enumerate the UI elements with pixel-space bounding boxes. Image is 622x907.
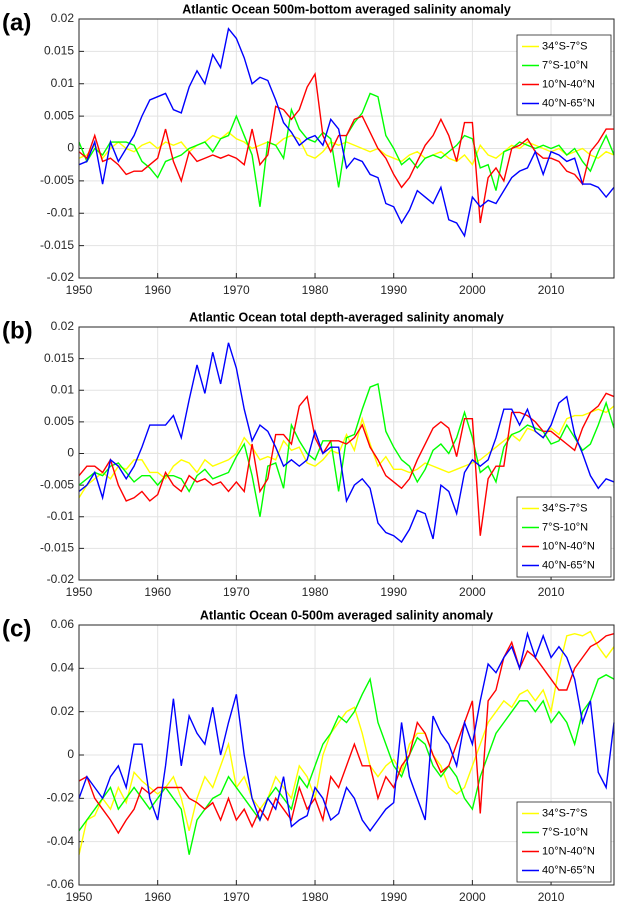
x-tick-label: 1960 — [144, 890, 171, 902]
x-tick-label: 2010 — [538, 283, 565, 297]
x-tick-label: 2010 — [538, 890, 565, 902]
legend-label: 7°S-10°N — [542, 59, 588, 71]
x-tick-label: 1990 — [380, 585, 407, 599]
y-tick-label: 0.01 — [51, 76, 75, 90]
y-tick-label: -0.015 — [40, 541, 74, 555]
y-tick-label: -0.01 — [47, 205, 75, 219]
legend-label: 34°S-7°S — [542, 502, 588, 514]
y-tick-label: 0.02 — [51, 704, 75, 718]
y-tick-label: -0.02 — [47, 572, 75, 586]
legend-box — [516, 34, 612, 116]
legend-label: 10°N-40°N — [542, 845, 595, 857]
x-tick-label: 1960 — [144, 585, 171, 599]
panel-label: (a) — [2, 9, 31, 36]
panel-label: (c) — [2, 615, 31, 642]
y-tick-label: 0.015 — [44, 351, 74, 365]
x-tick-label: 1960 — [144, 283, 171, 297]
legend-label: 7°S-10°N — [542, 521, 588, 533]
chart-title: Atlantic Ocean 500m-bottom averaged sali… — [182, 2, 511, 16]
panel: (a) Atlantic Ocean 500m-bottom averaged s… — [2, 2, 615, 297]
y-tick-label: 0.02 — [51, 319, 75, 333]
y-tick-label: 0 — [67, 747, 74, 761]
x-tick-label: 1950 — [66, 890, 93, 902]
x-tick-label: 1980 — [302, 585, 329, 599]
legend-label: 7°S-10°N — [542, 826, 588, 838]
series-line — [78, 71, 614, 224]
y-tick-label: -0.005 — [40, 173, 74, 187]
y-tick-label: 0 — [67, 141, 74, 155]
y-tick-label: 0.04 — [51, 661, 75, 675]
y-tick-label: -0.06 — [47, 877, 75, 891]
legend: 34°S-7°S 7°S-10°N 10°N-40°N 40°N-65°N — [516, 801, 612, 883]
x-tick-label: 2000 — [459, 585, 486, 599]
series-line — [78, 632, 615, 835]
panel: (b) Atlantic Ocean total depth-averaged s… — [2, 310, 615, 599]
series-line — [78, 631, 615, 833]
legend-box — [516, 496, 612, 578]
x-tick-label: 1980 — [302, 283, 329, 297]
y-tick-label: 0.06 — [51, 617, 75, 631]
x-tick-label: 1970 — [223, 283, 250, 297]
legend: 34°S-7°S 7°S-10°N 10°N-40°N 40°N-65°N — [516, 496, 612, 578]
chart-title: Atlantic Ocean 0-500m averaged salinity … — [200, 608, 493, 622]
y-tick-label: 0.01 — [51, 382, 75, 396]
series-line — [78, 630, 615, 855]
y-tick-label: -0.005 — [40, 477, 74, 491]
legend-label: 34°S-7°S — [542, 807, 588, 819]
chart-title: Atlantic Ocean total depth-averaged sali… — [189, 310, 504, 324]
y-tick-label: 0.015 — [44, 44, 74, 58]
x-tick-label: 1990 — [380, 890, 407, 902]
legend-label: 10°N-40°N — [542, 78, 595, 90]
x-tick-label: 2010 — [538, 585, 565, 599]
y-tick-label: -0.01 — [47, 509, 75, 523]
x-tick-label: 1980 — [302, 890, 329, 902]
axes-box — [78, 326, 615, 581]
legend-label: 34°S-7°S — [542, 40, 588, 52]
x-tick-label: 1970 — [223, 585, 250, 599]
legend-label: 40°N-65°N — [542, 97, 595, 109]
series-line — [78, 27, 615, 238]
y-tick-label: -0.015 — [40, 238, 74, 252]
y-tick-label: 0.005 — [44, 414, 74, 428]
panel: (c) Atlantic Ocean 0-500m averaged salini… — [2, 608, 615, 904]
x-tick-label: 1990 — [380, 283, 407, 297]
x-tick-label: 1950 — [66, 283, 93, 297]
series-line — [78, 405, 615, 499]
y-tick-label: -0.04 — [47, 834, 75, 848]
y-tick-label: 0.02 — [51, 11, 75, 25]
panel-label: (b) — [2, 317, 33, 344]
axes-box — [78, 18, 615, 279]
legend-label: 40°N-65°N — [542, 559, 595, 571]
x-tick-label: 2000 — [459, 890, 486, 902]
x-tick-label: 1970 — [223, 890, 250, 902]
y-tick-label: -0.02 — [47, 270, 75, 284]
series-line — [78, 342, 615, 544]
series-line — [78, 674, 615, 855]
y-tick-label: 0 — [67, 446, 74, 460]
legend: 34°S-7°S 7°S-10°N 10°N-40°N 40°N-65°N — [516, 34, 612, 116]
legend-label: 40°N-65°N — [542, 864, 595, 876]
x-tick-label: 1950 — [66, 585, 93, 599]
axes-box — [78, 624, 615, 886]
x-tick-label: 2000 — [459, 283, 486, 297]
y-tick-label: -0.02 — [47, 791, 75, 805]
legend-box — [516, 801, 612, 883]
legend-label: 10°N-40°N — [542, 540, 595, 552]
y-tick-label: 0.005 — [44, 108, 74, 122]
